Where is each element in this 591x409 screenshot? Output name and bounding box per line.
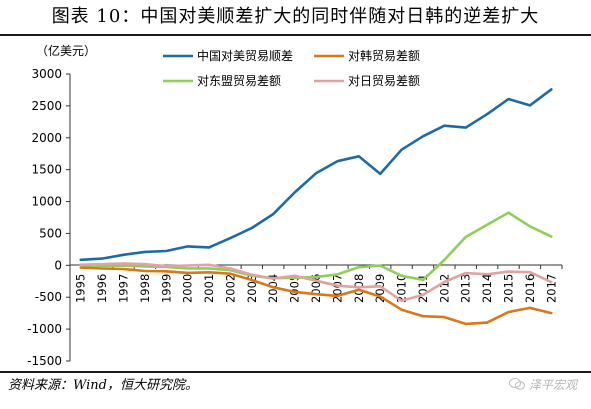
series-line-3 bbox=[79, 262, 553, 303]
x-tick-label: 2000 bbox=[181, 274, 195, 303]
x-tick-label: 2013 bbox=[459, 274, 473, 303]
x-tick-label: 2017 bbox=[544, 274, 558, 303]
x-tick-label: 2001 bbox=[202, 274, 216, 303]
series-layer bbox=[79, 88, 553, 326]
watermark: 泽平宏观 bbox=[508, 372, 577, 396]
y-tick-label: 1500 bbox=[31, 163, 62, 177]
legend-label-3: 对日贸易差额 bbox=[348, 74, 420, 88]
x-tick-label: 2010 bbox=[395, 274, 409, 303]
bottom-rule bbox=[0, 371, 591, 373]
x-tick-label: 2016 bbox=[523, 274, 537, 303]
source-note: 资料来源：Wind，恒大研究院。 bbox=[8, 378, 198, 393]
y-tick-label: 1000 bbox=[31, 195, 62, 209]
chart-title: 图表 10：中国对美顺差扩大的同时伴随对日韩的逆差扩大 bbox=[51, 6, 540, 27]
y-tick-label: 2500 bbox=[31, 99, 62, 113]
x-tick-label: 1997 bbox=[116, 274, 130, 303]
legend-label-2: 对东盟贸易差额 bbox=[197, 74, 281, 88]
y-tick-label: -1000 bbox=[27, 322, 62, 336]
x-tick-label: 1996 bbox=[95, 274, 109, 303]
y-tick-label: 0 bbox=[54, 258, 62, 272]
watermark-text: 泽平宏观 bbox=[528, 377, 577, 392]
y-tick-label: 2000 bbox=[31, 131, 62, 145]
y-tick-label: 3000 bbox=[31, 67, 62, 81]
x-tick-label: 2012 bbox=[437, 274, 451, 303]
x-tick-label: 2007 bbox=[330, 274, 344, 303]
y-axis-unit-label: （亿美元） bbox=[36, 44, 97, 58]
line-chart: -1500 -1000 -500 0 500 1000 1500 2000 2500 3000 19… bbox=[27, 48, 563, 368]
top-rule bbox=[0, 34, 591, 36]
x-tick-label: 2015 bbox=[502, 274, 516, 303]
x-tick-label: 2005 bbox=[288, 274, 302, 303]
y-tick-label: 500 bbox=[39, 226, 62, 240]
y-tick-label: -500 bbox=[35, 290, 62, 304]
x-tick-label: 2002 bbox=[223, 274, 237, 303]
x-tick-label: 1995 bbox=[74, 274, 88, 303]
series-line-0 bbox=[79, 88, 553, 262]
x-tick-label: 2014 bbox=[480, 274, 494, 303]
legend-label-1: 对韩贸易差额 bbox=[348, 48, 420, 63]
x-tick-label: 1998 bbox=[138, 274, 152, 303]
wechat-icon bbox=[508, 378, 525, 390]
x-tick-label: 1999 bbox=[159, 274, 173, 303]
series-line-1 bbox=[79, 266, 553, 326]
legend-label-0: 中国对美贸易顺差 bbox=[197, 48, 293, 63]
y-tick-label: -1500 bbox=[27, 354, 62, 368]
